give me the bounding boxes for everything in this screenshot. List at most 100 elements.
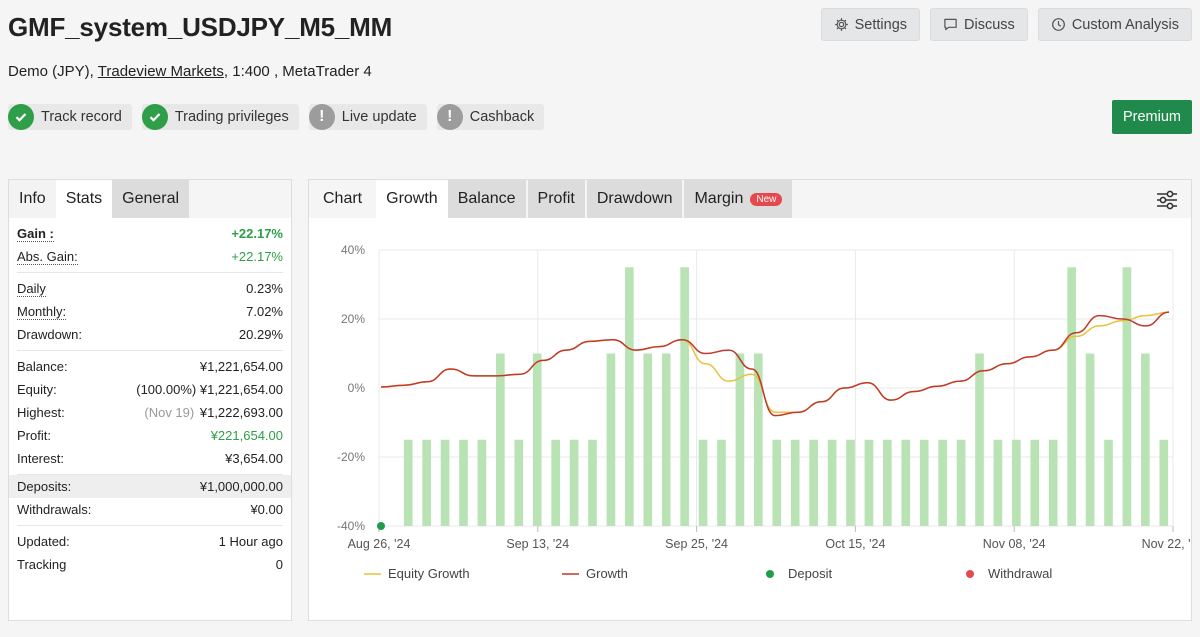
bar: [1030, 439, 1040, 526]
chart-panel: Chart Growth Balance Profit Drawdown Mar…: [308, 179, 1192, 621]
exclamation-circle-icon: !: [308, 104, 335, 130]
tab-stats[interactable]: Stats: [55, 180, 113, 218]
custom-analysis-button[interactable]: Custom Analysis: [1037, 8, 1192, 41]
bar: [717, 439, 726, 526]
stat-gain: Gain : +22.17%: [17, 222, 283, 245]
settings-button[interactable]: Settings: [820, 8, 921, 41]
equity-value: ¥1,221,654.00: [199, 382, 283, 397]
bar: [883, 439, 892, 526]
bar: [846, 439, 855, 526]
growth-line: [380, 311, 1170, 417]
bar: [754, 353, 763, 526]
stat-label[interactable]: Gain :: [17, 225, 54, 242]
chart-section-label: Chart: [323, 190, 363, 207]
bar: [1104, 439, 1113, 526]
bar: [1159, 439, 1169, 526]
header-actions: Settings Discuss Custom Analysis: [820, 8, 1192, 41]
x-tick-label: Oct 15, '24: [825, 537, 885, 551]
bar: [809, 439, 818, 526]
legend-withdrawal: Withdrawal: [988, 566, 1052, 581]
stat-value-group: (Nov 19) ¥1,222,693.00: [144, 405, 283, 420]
discuss-button[interactable]: Discuss: [930, 8, 1028, 41]
legend-deposit-marker: [766, 570, 774, 578]
bar: [901, 439, 911, 526]
chart-legend: Equity Growth Growth Deposit Withdrawal: [364, 566, 1052, 581]
tab-margin[interactable]: Margin New: [684, 180, 793, 218]
bar: [588, 439, 597, 526]
stat-label: Deposits:: [17, 479, 72, 494]
tab-general[interactable]: General: [112, 180, 190, 218]
bar: [956, 439, 966, 526]
bar: [643, 353, 653, 526]
tab-drawdown[interactable]: Drawdown: [586, 180, 683, 218]
stat-profit: Profit: ¥221,654.00: [17, 424, 283, 447]
y-tick-label: -20%: [337, 450, 365, 464]
y-tick-label: 40%: [341, 243, 365, 257]
growth-chart[interactable]: 40% 20% 0% -20% -40% Aug 26, '24 Sep 13, '24 S…: [309, 218, 1191, 620]
stats-tabs: Info Stats General: [9, 180, 291, 218]
stat-label[interactable]: Daily: [17, 280, 46, 297]
stat-value: ¥3,654.00: [225, 451, 283, 466]
stat-value: ¥221,654.00: [210, 428, 283, 443]
y-tick-label: -40%: [337, 519, 365, 533]
tab-info[interactable]: Info: [9, 180, 56, 218]
bar: [1012, 439, 1021, 526]
bar: [698, 439, 708, 526]
stat-value: 1 Hour ago: [218, 534, 283, 549]
bar: [606, 353, 616, 526]
page-title: GMF_system_USDJPY_M5_MM: [8, 12, 393, 42]
bar: [569, 439, 579, 526]
broker-link[interactable]: Tradeview Markets: [97, 63, 224, 80]
x-tick-label: Nov 08, '24: [983, 537, 1046, 551]
gear-icon: [834, 18, 848, 31]
divider: [17, 525, 283, 526]
check-circle-icon: [141, 104, 168, 130]
stat-daily: Daily 0.23%: [17, 277, 283, 300]
stat-deposits: Deposits: ¥1,000,000.00: [9, 475, 291, 498]
stats-panel: Info Stats General Gain : +22.17% Abs. G…: [8, 179, 292, 621]
verification-badges: Track record Trading privileges ! Live u…: [8, 104, 545, 130]
highest-value: ¥1,222,693.00: [199, 405, 283, 420]
tab-profit[interactable]: Profit: [527, 180, 585, 218]
stat-label: Interest:: [17, 451, 64, 466]
stat-value: ¥1,221,654.00: [199, 359, 283, 374]
x-tick-label: Aug 26, '24: [348, 537, 411, 551]
stat-label[interactable]: Abs. Gain:: [17, 248, 78, 265]
badge-live-update[interactable]: ! Live update: [308, 104, 427, 130]
badge-cashback[interactable]: ! Cashback: [436, 104, 545, 130]
badge-label: Track record: [41, 109, 122, 125]
settings-label: Settings: [854, 16, 908, 33]
bar: [551, 439, 560, 526]
tab-growth[interactable]: Growth: [376, 180, 448, 218]
stat-label: Updated:: [17, 534, 70, 549]
bar: [1067, 267, 1076, 526]
custom-analysis-label: Custom Analysis: [1071, 16, 1179, 33]
bar: [422, 439, 431, 526]
x-tick-label: Sep 13, '24: [506, 537, 569, 551]
stat-value: ¥1,000,000.00: [199, 479, 283, 494]
legend-equity-growth: Equity Growth: [388, 566, 470, 581]
bar: [1085, 353, 1095, 526]
badge-trading-privileges[interactable]: Trading privileges: [141, 104, 299, 130]
bar: [532, 353, 542, 526]
bar: [827, 439, 837, 526]
x-axis: Aug 26, '24 Sep 13, '24 Sep 25, '24 Oct 15,…: [348, 537, 1191, 551]
bar: [772, 439, 782, 526]
clock-icon: [1051, 18, 1065, 31]
sliders-icon[interactable]: [1155, 188, 1179, 212]
stat-label: Equity:: [17, 382, 57, 397]
bar: [1048, 439, 1058, 526]
new-badge: New: [750, 192, 783, 206]
badge-label: Live update: [341, 109, 417, 125]
y-tick-label: 20%: [341, 312, 365, 326]
tab-margin-label: Margin: [694, 190, 744, 207]
legend-growth: Growth: [586, 566, 628, 581]
chat-icon: [944, 18, 957, 31]
stat-label[interactable]: Monthly:: [17, 303, 67, 320]
equity-percent: (100.00%): [136, 382, 197, 397]
bar: [514, 439, 524, 526]
tab-balance[interactable]: Balance: [447, 180, 526, 218]
stat-monthly: Monthly: 7.02%: [17, 300, 283, 323]
badge-track-record[interactable]: Track record: [8, 104, 132, 130]
premium-button[interactable]: Premium: [1112, 100, 1192, 134]
